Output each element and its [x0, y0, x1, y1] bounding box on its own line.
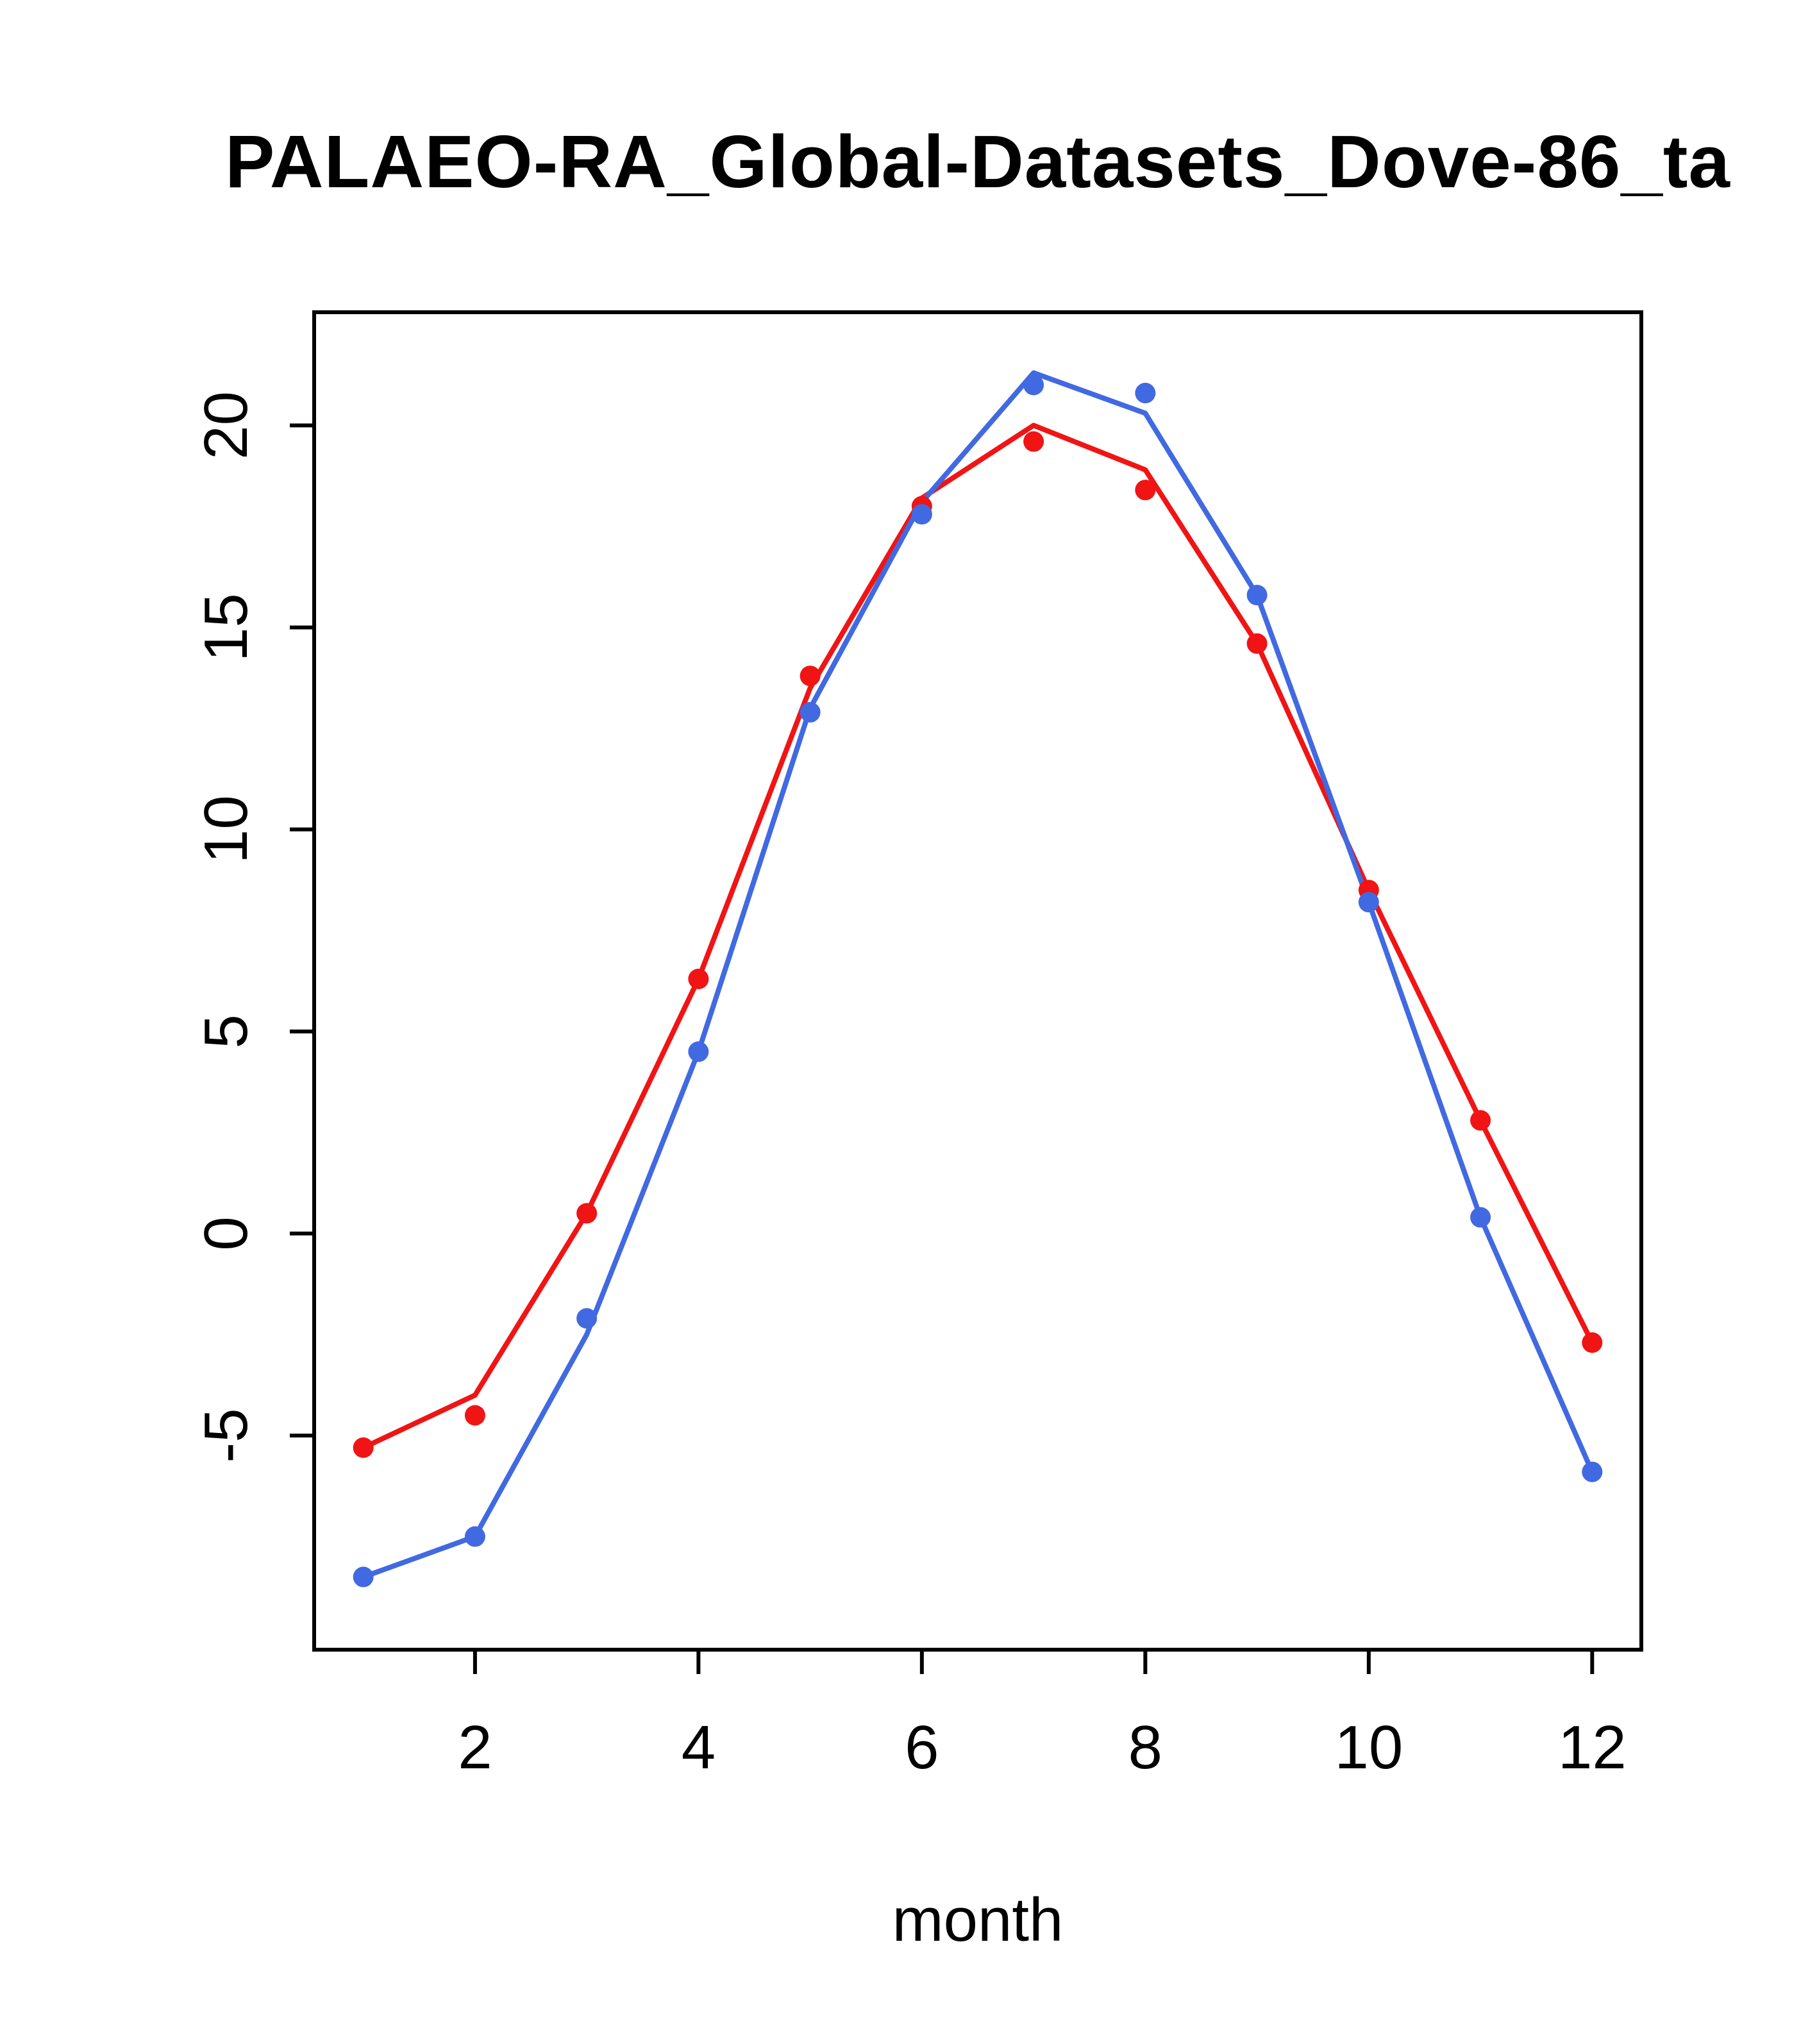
blue-series-point	[911, 504, 932, 525]
red-series-line	[360, 423, 1595, 1450]
red-series-point	[1470, 1110, 1491, 1131]
red-series-point	[464, 1405, 485, 1426]
red-series-point	[800, 666, 821, 687]
red-series-point	[1135, 480, 1156, 501]
blue-series-point	[688, 1041, 709, 1062]
x-axis-label: month	[892, 1886, 1064, 1954]
red-series-point	[576, 1203, 598, 1224]
y-axis-tick-label: 20	[192, 391, 260, 460]
red-series-point	[1582, 1332, 1603, 1353]
blue-series-point	[1358, 892, 1379, 913]
y-axis-tick-label: -5	[192, 1408, 260, 1462]
blue-series-point	[353, 1566, 374, 1587]
x-axis-tick-label: 6	[905, 1713, 939, 1782]
blue-series-point	[1470, 1207, 1491, 1228]
blue-series-point	[1582, 1461, 1603, 1482]
chart-title: PALAEO-RA_Global-Datasets_Dove-86_ta	[224, 120, 1731, 203]
x-axis-tick-label: 2	[458, 1713, 492, 1782]
red-series-point	[688, 968, 709, 989]
blue-series-point	[1135, 383, 1156, 404]
x-axis-tick-label: 4	[682, 1713, 716, 1782]
blue-series-point	[576, 1308, 598, 1329]
x-axis-tick-label: 8	[1128, 1713, 1162, 1782]
blue-series-point	[1023, 374, 1044, 396]
plot-box	[312, 310, 1643, 1652]
blue-series-line	[360, 370, 1595, 1580]
y-axis-tick-label: 0	[192, 1216, 260, 1250]
y-axis-tick-label: 5	[192, 1014, 260, 1048]
red-series-point	[353, 1437, 374, 1458]
x-axis-tick-label: 12	[1558, 1713, 1627, 1782]
x-axis-tick-label: 10	[1334, 1713, 1403, 1782]
red-series-point	[1246, 633, 1268, 654]
red-series-point	[1023, 431, 1044, 452]
y-axis-tick-label: 15	[192, 593, 260, 662]
y-axis-tick-label: 10	[192, 795, 260, 864]
blue-series-point	[800, 701, 821, 723]
blue-series-point	[1246, 585, 1268, 606]
blue-series-point	[464, 1526, 485, 1547]
